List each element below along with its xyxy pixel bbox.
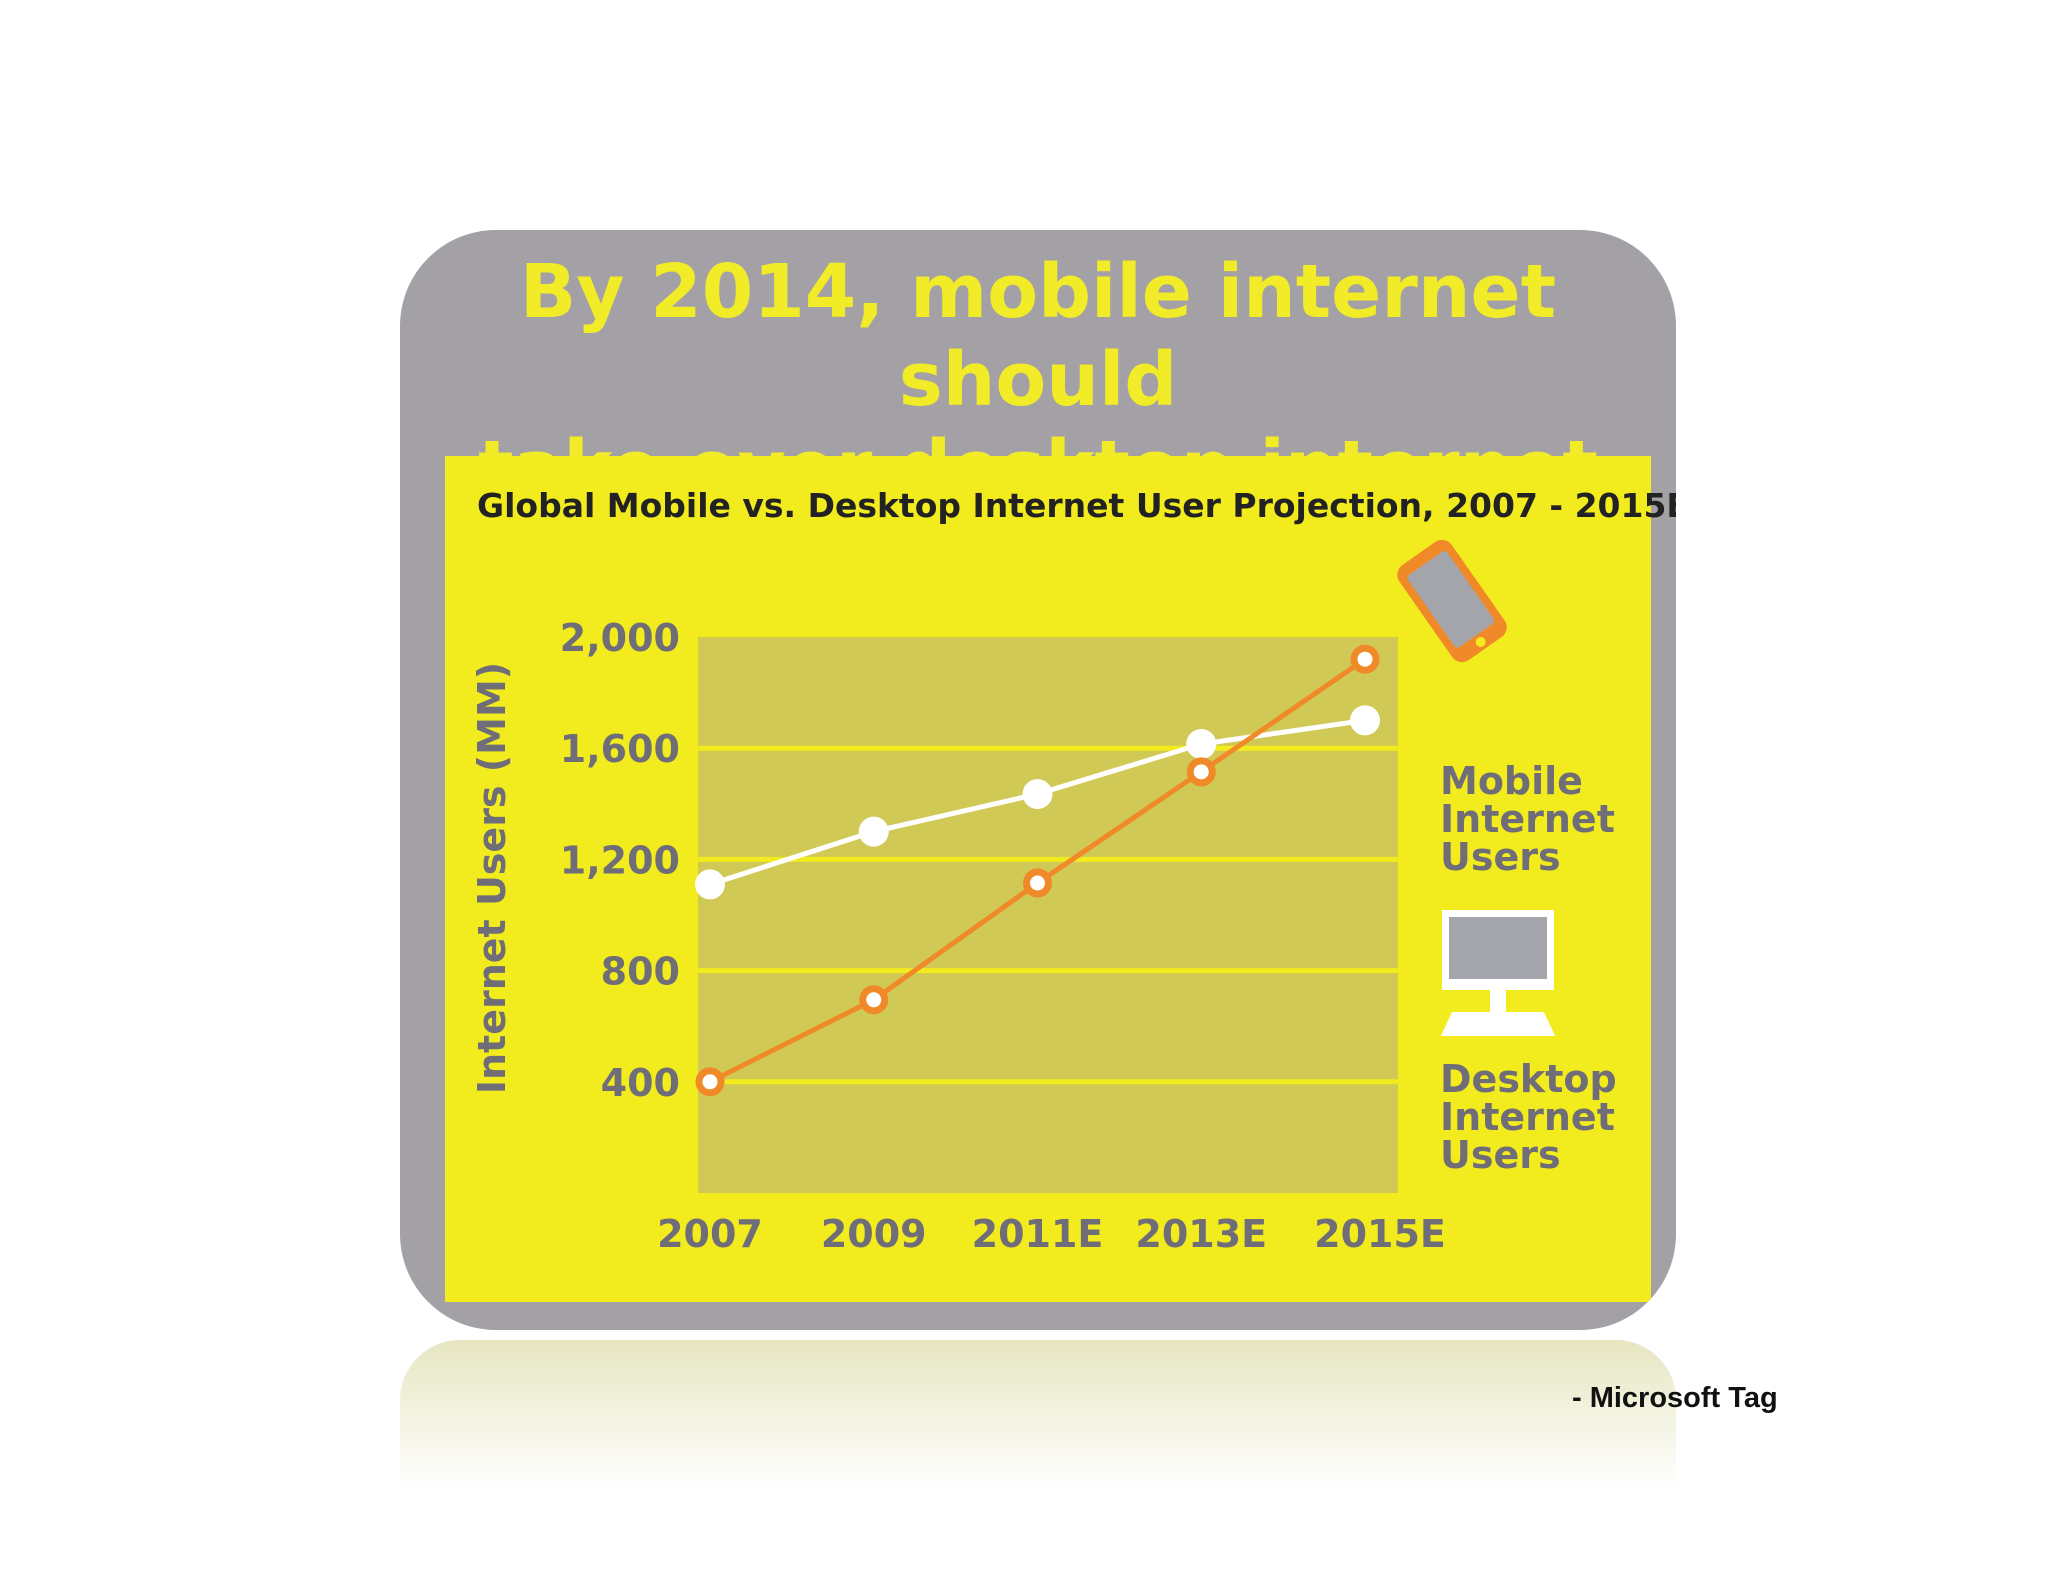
- mobile-point: [1350, 644, 1380, 674]
- desktop-point: [1022, 779, 1053, 810]
- infographic-card: By 2014, mobile internet should take ove…: [400, 230, 1676, 1330]
- mobile-phone-icon: [1397, 539, 1507, 663]
- plot-area: [698, 637, 1398, 1193]
- x-tick-label: 2009: [821, 1212, 927, 1256]
- mobile-point: [1023, 868, 1052, 898]
- chart-title: Global Mobile vs. Desktop Internet User …: [477, 486, 1676, 525]
- series-mobile: [695, 644, 1380, 1097]
- x-tick-label: 2015E: [1314, 1212, 1446, 1256]
- card-reflection: [400, 1340, 1676, 1490]
- series: [695, 644, 1380, 1097]
- chart-panel: Global Mobile vs. Desktop Internet User …: [445, 456, 1676, 1302]
- y-tick-label: 400: [601, 1061, 680, 1105]
- y-tick-label: 800: [601, 950, 680, 994]
- gridlines: [698, 745, 1398, 1085]
- desktop-point: [1350, 705, 1380, 736]
- headline-line-1: By 2014, mobile internet should: [519, 249, 1557, 423]
- x-tick-label: 2011E: [972, 1212, 1104, 1256]
- y-tick-label: 1,600: [560, 727, 680, 771]
- legend-mobile-label: Mobile Internet Users: [1440, 759, 1615, 879]
- desktop-point: [695, 869, 725, 900]
- desktop-point: [858, 816, 889, 847]
- x-tick-label: 2007: [657, 1212, 763, 1256]
- legend-desktop-label: Desktop Internet Users: [1440, 1057, 1617, 1177]
- desktop-point: [1186, 729, 1217, 760]
- x-axis-ticks: 2007 2009 2011E 2013E 2015E: [657, 1212, 1446, 1256]
- series-desktop: [695, 705, 1380, 900]
- source-credit: - Microsoft Tag: [1572, 1382, 1778, 1414]
- desktop-monitor-icon: [1441, 910, 1555, 1036]
- mobile-point: [1186, 757, 1216, 787]
- mobile-point: [695, 1067, 725, 1097]
- x-tick-label: 2013E: [1135, 1212, 1267, 1256]
- mobile-point: [859, 985, 889, 1015]
- y-axis-label: Internet Users (MM): [470, 662, 514, 1094]
- y-axis-ticks: 2,000 1,600 1,200 800 400: [560, 616, 680, 1105]
- y-tick-label: 1,200: [560, 838, 680, 882]
- y-tick-label: 2,000: [560, 616, 680, 660]
- line-chart: 2,000 1,600 1,200 800 400 2007 2009 2011E 2013E…: [470, 539, 1555, 1256]
